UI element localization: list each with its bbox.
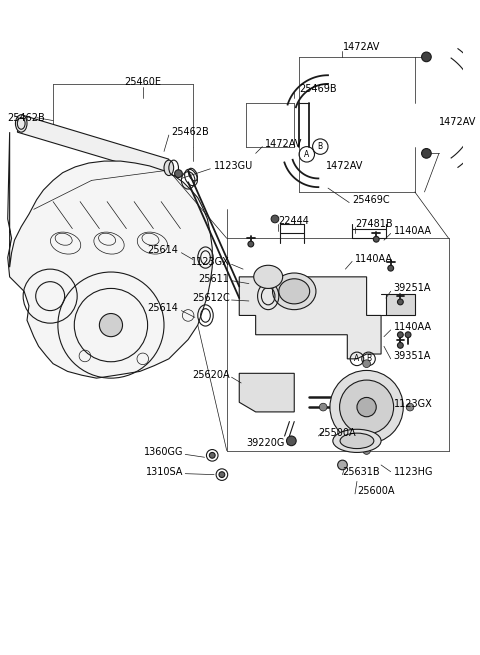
Text: 25600A: 25600A (357, 486, 395, 496)
Text: 1140AA: 1140AA (394, 225, 432, 236)
Text: B: B (318, 142, 323, 151)
Circle shape (219, 472, 225, 477)
Text: 1140AA: 1140AA (394, 322, 432, 332)
Text: 1140AA: 1140AA (355, 255, 393, 265)
Circle shape (209, 453, 215, 458)
Circle shape (339, 380, 394, 434)
Text: 1472AV: 1472AV (326, 161, 363, 171)
Text: 39251A: 39251A (394, 284, 431, 293)
Text: 25631B: 25631B (343, 467, 380, 477)
Text: 22444: 22444 (278, 216, 309, 226)
Ellipse shape (273, 273, 316, 310)
Text: 25611: 25611 (199, 274, 229, 284)
Text: 1360GG: 1360GG (144, 447, 183, 457)
Circle shape (175, 170, 182, 178)
Circle shape (421, 149, 431, 159)
Polygon shape (239, 373, 294, 412)
Circle shape (319, 403, 327, 411)
Text: 27481B: 27481B (355, 219, 393, 229)
Text: 25620A: 25620A (192, 370, 229, 381)
Ellipse shape (279, 279, 310, 304)
Circle shape (421, 52, 431, 62)
Text: 39220G: 39220G (246, 438, 285, 448)
Text: A: A (354, 354, 360, 364)
Text: 25614: 25614 (148, 303, 179, 312)
Text: 25614: 25614 (148, 245, 179, 255)
Text: 1472AV: 1472AV (265, 139, 303, 149)
Text: 25500A: 25500A (318, 428, 356, 438)
Circle shape (397, 299, 403, 305)
Circle shape (373, 236, 379, 242)
Ellipse shape (254, 265, 283, 288)
Polygon shape (8, 132, 212, 378)
Circle shape (388, 265, 394, 271)
Text: 1123HG: 1123HG (394, 467, 433, 477)
Bar (386, 294, 415, 316)
Circle shape (248, 241, 254, 247)
Text: 1472AV: 1472AV (439, 117, 476, 128)
Circle shape (271, 215, 279, 223)
Ellipse shape (333, 429, 381, 453)
Polygon shape (239, 277, 381, 359)
Circle shape (337, 460, 348, 470)
Circle shape (99, 314, 122, 337)
Text: 1123GX: 1123GX (191, 257, 229, 267)
Circle shape (330, 371, 403, 443)
Circle shape (405, 332, 411, 337)
Ellipse shape (340, 433, 374, 449)
Circle shape (363, 447, 371, 455)
Text: 25469C: 25469C (352, 195, 390, 204)
Polygon shape (17, 115, 169, 176)
Circle shape (287, 436, 296, 445)
Circle shape (397, 332, 403, 337)
Text: 1123GU: 1123GU (214, 161, 253, 171)
Text: 25612C: 25612C (192, 293, 229, 303)
Text: 39351A: 39351A (394, 351, 431, 361)
Circle shape (363, 360, 371, 367)
Text: B: B (366, 354, 371, 364)
Circle shape (406, 403, 414, 411)
Text: 25462B: 25462B (8, 113, 46, 122)
Text: A: A (304, 150, 310, 159)
Ellipse shape (164, 160, 174, 176)
Text: 25469B: 25469B (299, 84, 336, 94)
Circle shape (357, 398, 376, 417)
Text: 25462B: 25462B (172, 127, 209, 137)
Circle shape (397, 343, 403, 348)
Text: 1123GX: 1123GX (394, 399, 432, 409)
Text: 1310SA: 1310SA (146, 467, 183, 477)
Ellipse shape (15, 115, 27, 132)
Text: 25460E: 25460E (124, 77, 161, 87)
Text: 1472AV: 1472AV (343, 42, 380, 52)
